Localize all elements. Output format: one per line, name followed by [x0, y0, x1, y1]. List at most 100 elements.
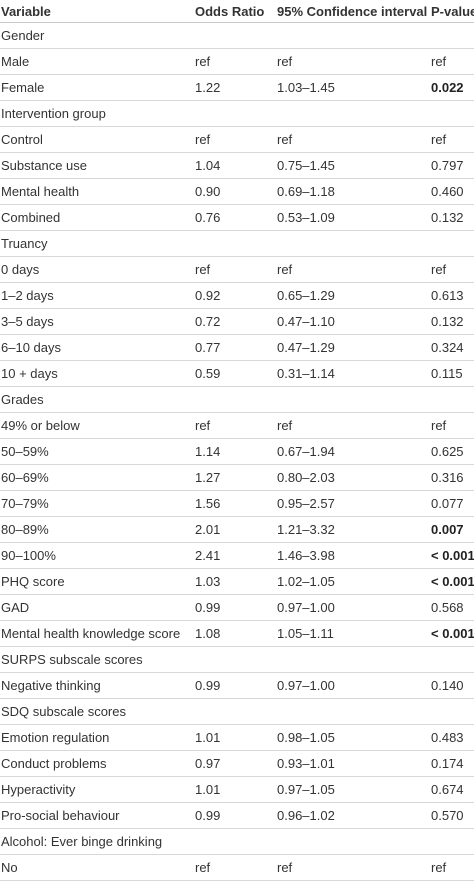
confidence-interval-cell: ref	[276, 48, 430, 75]
section-label: SDQ subscale scores	[0, 698, 194, 725]
confidence-interval-cell: 1.03–1.45	[276, 74, 430, 101]
p-value-cell: 0.613	[430, 282, 474, 309]
confidence-interval-cell: ref	[276, 126, 430, 153]
section-row: SURPS subscale scores	[0, 646, 474, 673]
section-label: Truancy	[0, 230, 194, 257]
odds-ratio-cell: 0.99	[194, 672, 276, 699]
odds-ratio-cell: 1.22	[194, 74, 276, 101]
p-value-cell: 0.140	[430, 672, 474, 699]
odds-ratio-cell: ref	[194, 256, 276, 283]
table-row: 6–10 days 0.77 0.47–1.29 0.324	[0, 334, 474, 361]
empty-cell	[276, 230, 430, 257]
variable-cell: 60–69%	[0, 464, 194, 491]
variable-cell: 3–5 days	[0, 308, 194, 335]
table-row: Female 1.22 1.03–1.45 0.022	[0, 74, 474, 101]
header-p-value: P-value	[430, 0, 474, 23]
empty-cell	[430, 386, 474, 413]
p-value-cell: < 0.001	[430, 620, 474, 647]
confidence-interval-cell: 0.75–1.45	[276, 152, 430, 179]
odds-ratio-cell: 1.56	[194, 490, 276, 517]
table-row: Male ref ref ref	[0, 48, 474, 75]
variable-cell: Mental health	[0, 178, 194, 205]
p-value-cell: 0.132	[430, 308, 474, 335]
empty-cell	[194, 386, 276, 413]
confidence-interval-cell: 0.97–1.00	[276, 672, 430, 699]
p-value-cell: 0.674	[430, 776, 474, 803]
empty-cell	[194, 646, 276, 673]
p-value-cell: 0.568	[430, 594, 474, 621]
variable-cell: Substance use	[0, 152, 194, 179]
confidence-interval-cell: 0.47–1.29	[276, 334, 430, 361]
variable-cell: PHQ score	[0, 568, 194, 595]
section-label: Alcohol: Ever binge drinking	[0, 828, 194, 855]
table-row: Substance use 1.04 0.75–1.45 0.797	[0, 152, 474, 179]
odds-ratio-cell: ref	[194, 854, 276, 881]
empty-cell	[430, 828, 474, 855]
section-label: Intervention group	[0, 100, 194, 127]
table-row: 10 + days 0.59 0.31–1.14 0.115	[0, 360, 474, 387]
odds-ratio-cell: 1.27	[194, 464, 276, 491]
p-value-cell: 0.570	[430, 802, 474, 829]
variable-cell: Negative thinking	[0, 672, 194, 699]
variable-cell: Emotion regulation	[0, 724, 194, 751]
empty-cell	[276, 386, 430, 413]
odds-ratio-cell: 1.08	[194, 620, 276, 647]
table-row: 1–2 days 0.92 0.65–1.29 0.613	[0, 282, 474, 309]
variable-cell: 70–79%	[0, 490, 194, 517]
odds-ratio-cell: 0.99	[194, 802, 276, 829]
variable-cell: Mental health knowledge score	[0, 620, 194, 647]
variable-cell: GAD	[0, 594, 194, 621]
confidence-interval-cell: 0.53–1.09	[276, 204, 430, 231]
odds-ratio-cell: 0.76	[194, 204, 276, 231]
odds-ratio-cell: 0.72	[194, 308, 276, 335]
confidence-interval-cell: 1.46–3.98	[276, 542, 430, 569]
confidence-interval-cell: 1.05–1.11	[276, 620, 430, 647]
header-confidence-interval: 95% Confidence interval	[276, 0, 430, 23]
empty-cell	[276, 22, 430, 49]
section-row: Alcohol: Ever binge drinking	[0, 828, 474, 855]
confidence-interval-cell: 0.80–2.03	[276, 464, 430, 491]
confidence-interval-cell: 0.67–1.94	[276, 438, 430, 465]
table-row: Hyperactivity 1.01 0.97–1.05 0.674	[0, 776, 474, 803]
p-value-cell: 0.483	[430, 724, 474, 751]
confidence-interval-cell: 1.02–1.05	[276, 568, 430, 595]
odds-ratio-cell: ref	[194, 126, 276, 153]
section-row: Gender	[0, 22, 474, 49]
table-row: 0 days ref ref ref	[0, 256, 474, 283]
p-value-cell: ref	[430, 412, 474, 439]
table-row: Conduct problems 0.97 0.93–1.01 0.174	[0, 750, 474, 777]
confidence-interval-cell: 0.65–1.29	[276, 282, 430, 309]
variable-cell: 80–89%	[0, 516, 194, 543]
variable-cell: Control	[0, 126, 194, 153]
section-label: SURPS subscale scores	[0, 646, 194, 673]
confidence-interval-cell: 0.69–1.18	[276, 178, 430, 205]
p-value-cell: ref	[430, 126, 474, 153]
odds-ratio-cell: 2.01	[194, 516, 276, 543]
empty-cell	[430, 100, 474, 127]
table-row: Combined 0.76 0.53–1.09 0.132	[0, 204, 474, 231]
confidence-interval-cell: 0.97–1.05	[276, 776, 430, 803]
header-row: Variable Odds Ratio 95% Confidence inter…	[0, 0, 474, 23]
section-row: Grades	[0, 386, 474, 413]
confidence-interval-cell: 0.93–1.01	[276, 750, 430, 777]
table-row: 80–89% 2.01 1.21–3.32 0.007	[0, 516, 474, 543]
odds-ratio-cell: 0.99	[194, 594, 276, 621]
empty-cell	[194, 22, 276, 49]
empty-cell	[276, 698, 430, 725]
empty-cell	[194, 230, 276, 257]
empty-cell	[430, 22, 474, 49]
table-row: 3–5 days 0.72 0.47–1.10 0.132	[0, 308, 474, 335]
odds-ratio-cell: 1.04	[194, 152, 276, 179]
confidence-interval-cell: 0.95–2.57	[276, 490, 430, 517]
odds-ratio-cell: 0.77	[194, 334, 276, 361]
variable-cell: 10 + days	[0, 360, 194, 387]
variable-cell: No	[0, 854, 194, 881]
confidence-interval-cell: 0.47–1.10	[276, 308, 430, 335]
table-row: Mental health knowledge score 1.08 1.05–1.…	[0, 620, 474, 647]
variable-cell: 49% or below	[0, 412, 194, 439]
p-value-cell: 0.132	[430, 204, 474, 231]
table-row: Emotion regulation 1.01 0.98–1.05 0.483	[0, 724, 474, 751]
confidence-interval-cell: ref	[276, 412, 430, 439]
table-row: Pro-social behaviour 0.99 0.96–1.02 0.570	[0, 802, 474, 829]
variable-cell: Hyperactivity	[0, 776, 194, 803]
